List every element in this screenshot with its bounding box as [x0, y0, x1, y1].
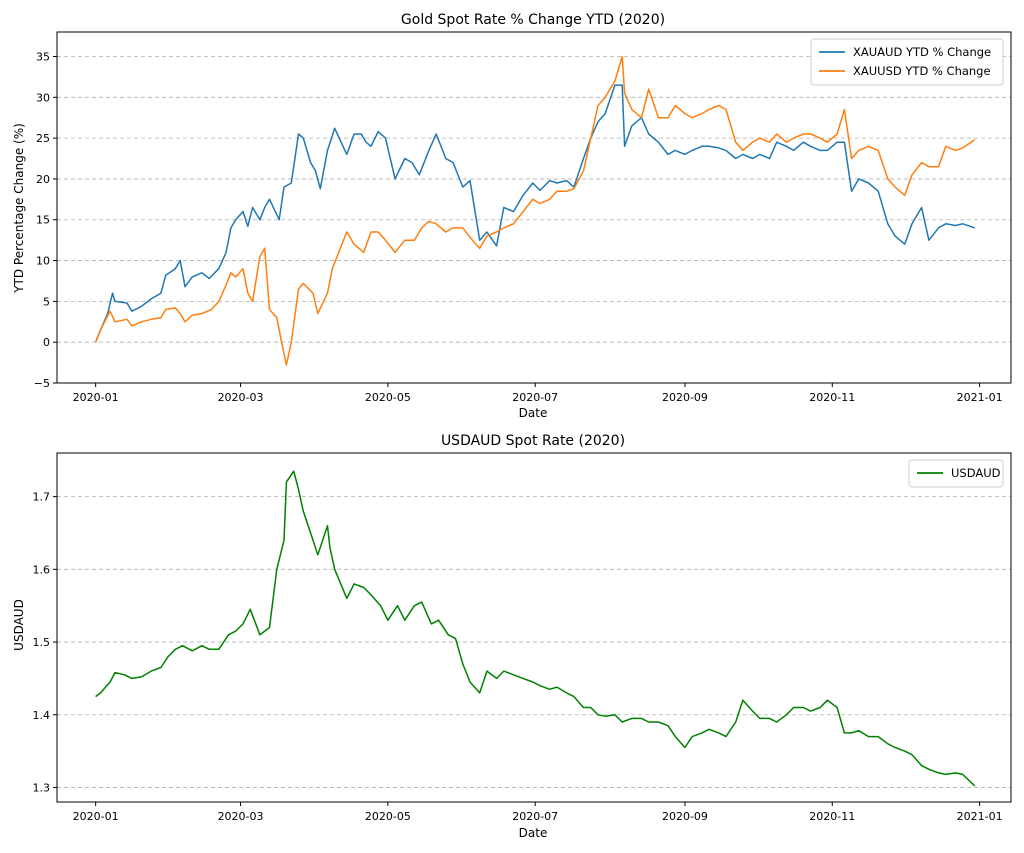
- chart-2-xlabel: Date: [519, 826, 548, 840]
- chart-1-title: Gold Spot Rate % Change YTD (2020): [401, 12, 665, 28]
- y-tick-label: 25: [36, 132, 50, 145]
- x-tick-label: 2020-01: [73, 391, 119, 404]
- x-tick-label: 2020-07: [512, 391, 558, 404]
- x-tick-label: 2020-03: [218, 391, 264, 404]
- legend-label: XAUAUD YTD % Change: [853, 45, 991, 59]
- series-line-1: [95, 470, 976, 787]
- x-tick-label: 2021-01: [957, 810, 1003, 823]
- chart-1-ylabel: YTD Percentage Change (%): [12, 123, 26, 294]
- x-tick-label: 2020-09: [662, 810, 708, 823]
- y-tick-label: 1.3: [33, 781, 51, 794]
- x-tick-label: 2020-09: [662, 391, 708, 404]
- x-tick-label: 2020-03: [218, 810, 264, 823]
- y-tick-label: 1.4: [33, 709, 51, 722]
- y-tick-label: 20: [36, 173, 50, 186]
- x-tick-label: 2020-07: [512, 810, 558, 823]
- x-tick-label: 2020-05: [365, 391, 411, 404]
- y-tick-label: 30: [36, 91, 50, 104]
- y-tick-label: 1.7: [33, 491, 51, 504]
- x-tick-label: 2020-11: [809, 810, 855, 823]
- x-tick-label: 2020-05: [365, 810, 411, 823]
- chart-2-ylabel: USDAUD: [12, 599, 26, 651]
- series-line-2: [94, 55, 976, 366]
- chart-2-title: USDAUD Spot Rate (2020): [441, 433, 625, 449]
- legend-label: XAUUSD YTD % Change: [853, 64, 991, 78]
- y-tick-label: 5: [43, 295, 50, 308]
- chart-2-plot-area: 1.3 1.4 1.5 1.6 1.7 2020-01 2020-03 2020-05 2020…: [33, 452, 1012, 823]
- y-tick-label: 15: [36, 214, 50, 227]
- y-tick-label: −5: [34, 377, 50, 390]
- x-tick-label: 2020-11: [809, 391, 855, 404]
- series-line-1: [94, 84, 976, 343]
- plot-frame: [56, 452, 1012, 803]
- plot-frame: [56, 31, 1012, 384]
- x-tick-label: 2021-01: [957, 391, 1003, 404]
- chart-1-xlabel: Date: [519, 406, 548, 420]
- y-tick-label: 1.5: [33, 636, 51, 649]
- legend-box: [908, 459, 1004, 488]
- y-tick-label: 1.6: [33, 563, 51, 576]
- legend-label: USDAUD: [951, 466, 1001, 480]
- y-tick-label: 0: [43, 336, 50, 349]
- y-tick-label: 35: [36, 50, 50, 63]
- legend-box: [810, 38, 1004, 86]
- y-tick-label: 10: [36, 255, 50, 268]
- chart-1-plot-area: −5 0 5 10 15 20 25 30 35 2020-01 2020-03 2020-05 202…: [34, 31, 1012, 404]
- x-tick-label: 2020-01: [73, 810, 119, 823]
